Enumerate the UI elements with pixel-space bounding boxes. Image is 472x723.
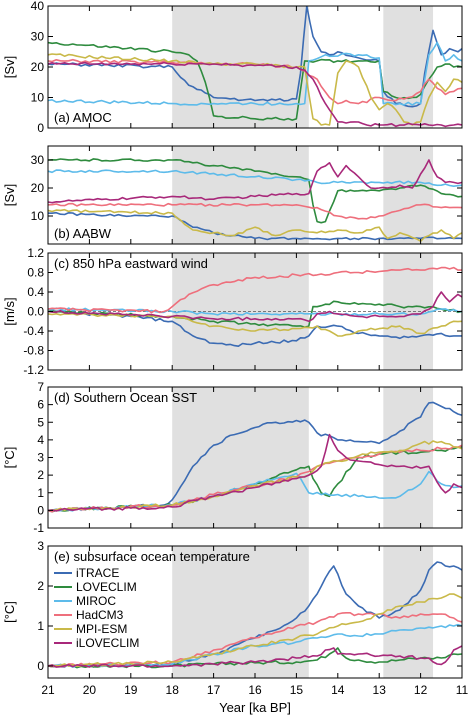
y-tick-label: -1.2	[23, 363, 44, 377]
y-tick-label: 0.0	[27, 305, 44, 319]
y-tick-label: 0	[37, 503, 44, 517]
legend-entry: iTRACE	[76, 566, 119, 580]
x-tick-label: 15	[290, 683, 304, 697]
y-axis-label: [°C]	[2, 601, 17, 623]
panel-label: (c) 850 hPa eastward wind	[54, 256, 208, 271]
y-tick-label: -0.4	[23, 324, 44, 338]
legend-entry: iLOVECLIM	[76, 636, 139, 650]
y-tick-label: 1	[37, 486, 44, 500]
x-tick-label: 11	[456, 683, 469, 697]
series-line-iloveclim	[48, 433, 462, 512]
shaded-interval-1	[172, 387, 309, 528]
y-tick-label: 0	[37, 659, 44, 673]
panel-label: (e) subsurface ocean temperature	[54, 549, 250, 564]
series-line-loveclim	[48, 158, 462, 224]
y-tick-label: 10	[31, 209, 45, 223]
series-line-hadcm3	[48, 202, 462, 220]
x-tick-label: 20	[83, 683, 97, 697]
legend-entry: MPI-ESM	[76, 622, 127, 636]
y-tick-label: 0	[37, 121, 44, 135]
series-line-mpi-esm	[48, 593, 462, 668]
series-line-loveclim	[48, 41, 462, 121]
x-axis-label: Year [ka BP]	[219, 700, 291, 715]
y-axis-label: [Sv]	[2, 56, 17, 78]
y-tick-label: 2	[37, 468, 44, 482]
legend-entry: LOVECLIM	[76, 580, 137, 594]
x-tick-label: 14	[331, 683, 345, 697]
panel-4: -1 0 1 2 3 4 5 6 7 [°C] (d) Southern Ocean SST	[2, 380, 463, 535]
y-tick-label: 4	[37, 433, 44, 447]
series-line-iloveclim	[48, 645, 462, 668]
panel-3: -1.2 -0.8 -0.4 0.0 0.4 0.8 1.2 [m/s] (c) 850 hPa…	[2, 246, 463, 377]
x-tick-label: 16	[248, 683, 262, 697]
series-line-miroc	[48, 169, 462, 187]
y-axis-label: [m/s]	[2, 297, 17, 325]
y-tick-label: 2	[37, 579, 44, 593]
series-line-itrace	[48, 211, 462, 241]
x-tick-label: 18	[166, 683, 180, 697]
panel-label: (d) Southern Ocean SST	[54, 390, 197, 405]
shaded-interval-2	[383, 387, 434, 528]
y-tick-label: 1	[37, 619, 44, 633]
y-tick-label: 20	[31, 60, 45, 74]
y-tick-label: 0.4	[27, 285, 44, 299]
legend: iTRACELOVECLIMMIROCHadCM3MPI-ESMiLOVECLI…	[54, 566, 139, 650]
y-tick-label: 3	[37, 451, 44, 465]
y-tick-label: 5	[37, 415, 44, 429]
y-axis-label: [Sv]	[2, 184, 17, 206]
series-line-miroc	[48, 41, 462, 106]
shaded-interval-2	[383, 146, 434, 244]
y-tick-label: 20	[31, 181, 45, 195]
y-tick-label: 7	[37, 380, 44, 394]
y-tick-label: 10	[31, 91, 45, 105]
y-tick-label: -0.8	[23, 344, 44, 358]
series-line-mpi-esm	[48, 312, 462, 337]
y-tick-label: 3	[37, 539, 44, 553]
y-tick-label: 30	[31, 30, 45, 44]
x-tick-label: 21	[41, 683, 55, 697]
series-line-mpi-esm	[48, 53, 462, 126]
series-line-mpi-esm	[48, 208, 462, 242]
legend-entry: HadCM3	[76, 608, 124, 622]
panel-1: 0 10 20 30 40 [Sv] (a) AMOC	[2, 0, 463, 135]
y-tick-label: 0.8	[27, 266, 44, 280]
y-tick-label: 30	[31, 153, 45, 167]
panel-label: (b) AABW	[54, 226, 112, 241]
series-line-iloveclim	[48, 159, 462, 204]
panel-label: (a) AMOC	[54, 110, 112, 125]
panel-2: 10 20 30 [Sv] (b) AABW	[2, 145, 463, 245]
x-tick-label: 19	[124, 683, 138, 697]
series-line-iloveclim	[48, 61, 462, 128]
y-tick-label: 1.2	[27, 246, 44, 260]
y-tick-label: 6	[37, 398, 44, 412]
y-axis-label: [°C]	[2, 447, 17, 469]
series-line-hadcm3	[48, 266, 462, 314]
x-tick-label: 12	[414, 683, 428, 697]
x-tick-label: 17	[207, 683, 221, 697]
series-line-itrace	[48, 6, 462, 108]
series-line-iloveclim	[48, 291, 462, 323]
x-tick-label: 13	[373, 683, 387, 697]
y-tick-label: -1	[33, 521, 44, 535]
y-tick-label: 40	[31, 0, 45, 13]
series-line-hadcm3	[48, 612, 462, 668]
legend-entry: MIROC	[76, 594, 116, 608]
